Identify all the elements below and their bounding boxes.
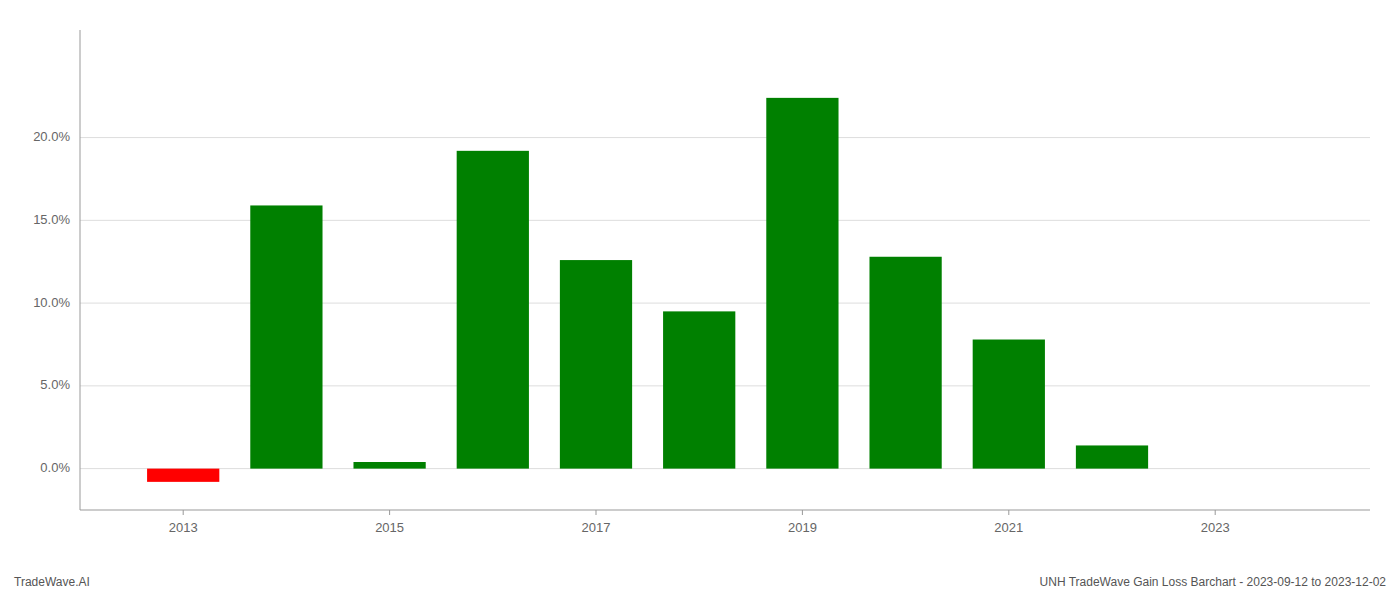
grid — [80, 138, 1370, 469]
y-axis-line — [80, 30, 81, 510]
bars — [147, 98, 1148, 482]
page: {"chart_data": {"type": "bar", "x": [201… — [0, 0, 1400, 600]
x-tick-label: 2023 — [1201, 520, 1230, 535]
x-tick-label: 2013 — [169, 520, 198, 535]
x-tick-label: 2017 — [582, 520, 611, 535]
bar — [457, 151, 529, 469]
x-tick-label: 2021 — [994, 520, 1023, 535]
x-tick — [183, 510, 184, 515]
y-tick-label: 20.0% — [33, 129, 70, 144]
y-tick-label: 5.0% — [40, 377, 70, 392]
y-tick-label: 0.0% — [40, 460, 70, 475]
y-tick-label: 15.0% — [33, 212, 70, 227]
footer-text: UNH TradeWave Gain Loss Barchart - 2023-… — [1040, 575, 1387, 589]
bar — [1179, 468, 1251, 469]
bar — [766, 98, 838, 469]
x-tick — [596, 510, 597, 515]
x-tick — [389, 510, 390, 515]
y-tick-label: 10.0% — [33, 295, 70, 310]
x-tick-label: 2019 — [788, 520, 817, 535]
bar — [250, 205, 322, 468]
x-tick-label: 2015 — [375, 520, 404, 535]
axes — [80, 30, 1370, 510]
bar — [973, 340, 1045, 469]
x-axis-line — [80, 510, 1370, 511]
x-tick — [1008, 510, 1009, 515]
footer: TradeWave.AI UNH TradeWave Gain Loss Barc… — [14, 575, 1386, 589]
bar — [353, 462, 425, 469]
chart-svg: 0.0%5.0%10.0%15.0%20.0%20132015201720192… — [0, 0, 1400, 600]
footer-text: TradeWave.AI — [14, 575, 90, 589]
x-tick — [802, 510, 803, 515]
x-tick — [1215, 510, 1216, 515]
x-axis: 2013 2015 2017 2019 2021 2023 — [169, 510, 1230, 535]
bar — [663, 311, 735, 468]
bar — [869, 257, 941, 469]
grid-line — [80, 137, 1370, 138]
bar — [560, 260, 632, 469]
bar — [1076, 445, 1148, 468]
y-axis: 0.0% 5.0% 10.0% 15.0% 20.0% — [33, 129, 70, 475]
chart-container: 0.0%5.0%10.0%15.0%20.0%20132015201720192… — [0, 0, 1400, 600]
bar — [147, 469, 219, 482]
